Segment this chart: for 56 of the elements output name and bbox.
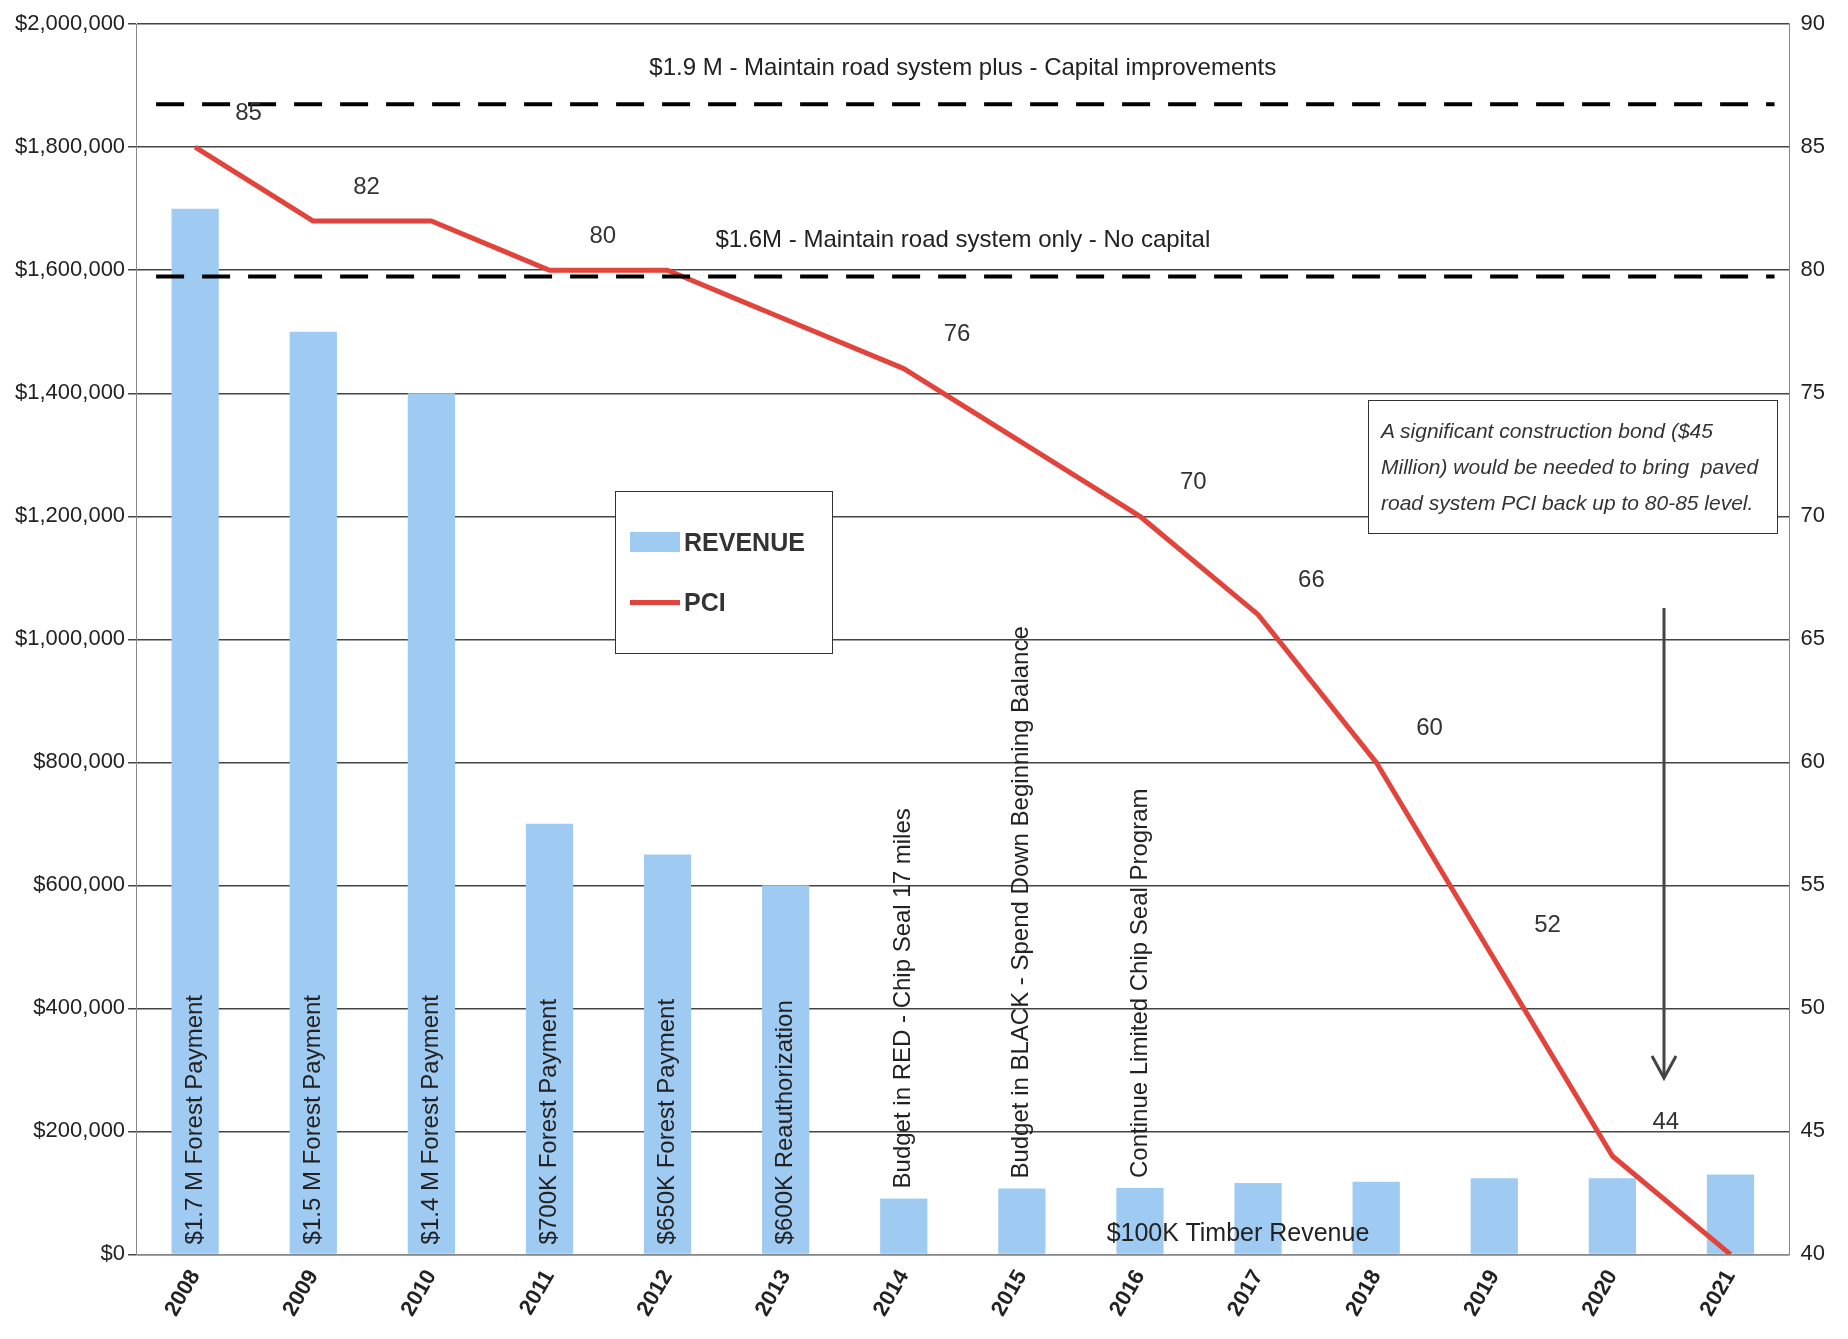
- y2-tick-label: 40: [1800, 1240, 1826, 1266]
- annotation: Budget in RED - Chip Seal 17 miles: [888, 808, 916, 1189]
- y-tick-label: $1,800,000: [15, 133, 126, 159]
- data-label: 82: [353, 171, 380, 199]
- annotation: Continue Limited Chip Seal Program: [1124, 788, 1152, 1178]
- y2-tick-label: 45: [1800, 1117, 1826, 1143]
- ref-line-label: $1.9 M - Maintain road system plus - Capital improvements: [649, 52, 1277, 80]
- annotation: $100K Timber Revenue: [1105, 1218, 1371, 1247]
- ref-line-label: $1.6M - Maintain road system only - No capital: [715, 225, 1211, 253]
- data-label: 85: [235, 97, 262, 125]
- data-label: 44: [1652, 1106, 1680, 1134]
- annotation: $1.4 M Forest Payment: [415, 994, 443, 1245]
- annotation: $600K Reauthorization: [770, 1000, 798, 1245]
- y2-tick-label: 50: [1800, 994, 1826, 1020]
- annotation: $1.7 M Forest Payment: [179, 994, 207, 1245]
- bar: [289, 331, 337, 1254]
- y2-tick-label: 85: [1800, 133, 1826, 159]
- bar: [880, 1198, 928, 1254]
- data-label: 70: [1179, 466, 1207, 494]
- y2-tick-label: 70: [1800, 502, 1826, 528]
- annotation: $650K Forest Payment: [652, 998, 680, 1245]
- y-tick-label: $1,000,000: [15, 625, 126, 651]
- bar: [1470, 1178, 1518, 1254]
- y-tick-label: $800,000: [33, 748, 126, 774]
- data-label: 80: [589, 220, 617, 248]
- bar: [1588, 1178, 1636, 1254]
- y-tick-label: $1,200,000: [15, 502, 126, 528]
- y-tick-label: $1,600,000: [15, 256, 126, 282]
- y-tick-label: $600,000: [33, 871, 126, 897]
- y2-tick-label: 60: [1800, 748, 1826, 774]
- y-tick-label: $200,000: [33, 1117, 126, 1143]
- data-label: 66: [1298, 565, 1325, 593]
- y2-tick-label: 75: [1800, 379, 1826, 405]
- data-label: 52: [1534, 909, 1561, 937]
- annotation: $1.5 M Forest Payment: [297, 994, 325, 1245]
- data-label: 60: [1416, 712, 1443, 740]
- y-tick-label: $400,000: [33, 994, 126, 1020]
- y-tick-label: $1,400,000: [15, 379, 126, 405]
- bar: [1706, 1174, 1755, 1254]
- y2-tick-label: 80: [1800, 256, 1826, 282]
- bar: [171, 208, 219, 1254]
- bar: [525, 823, 574, 1254]
- data-label: 76: [943, 319, 971, 347]
- y-tick-label: $2,000,000: [15, 10, 126, 36]
- y-tick-label: $0: [100, 1240, 126, 1266]
- legend-label: REVENUE: [684, 527, 805, 557]
- y2-tick-label: 55: [1800, 871, 1826, 897]
- annotation: Budget in BLACK - Spend Down Beginning Balance: [1006, 626, 1034, 1179]
- y2-tick-label: 90: [1800, 10, 1826, 36]
- bar: [643, 854, 692, 1254]
- legend-label: PCI: [684, 587, 726, 617]
- y2-tick-label: 65: [1800, 625, 1826, 651]
- annotation: A significant construction bond ($45 Million) would be needed to bring paved road system PCI back up to 80-85 level.: [1368, 400, 1778, 534]
- bar: [998, 1188, 1046, 1254]
- bar: [407, 393, 455, 1254]
- annotation: $700K Forest Payment: [534, 998, 562, 1245]
